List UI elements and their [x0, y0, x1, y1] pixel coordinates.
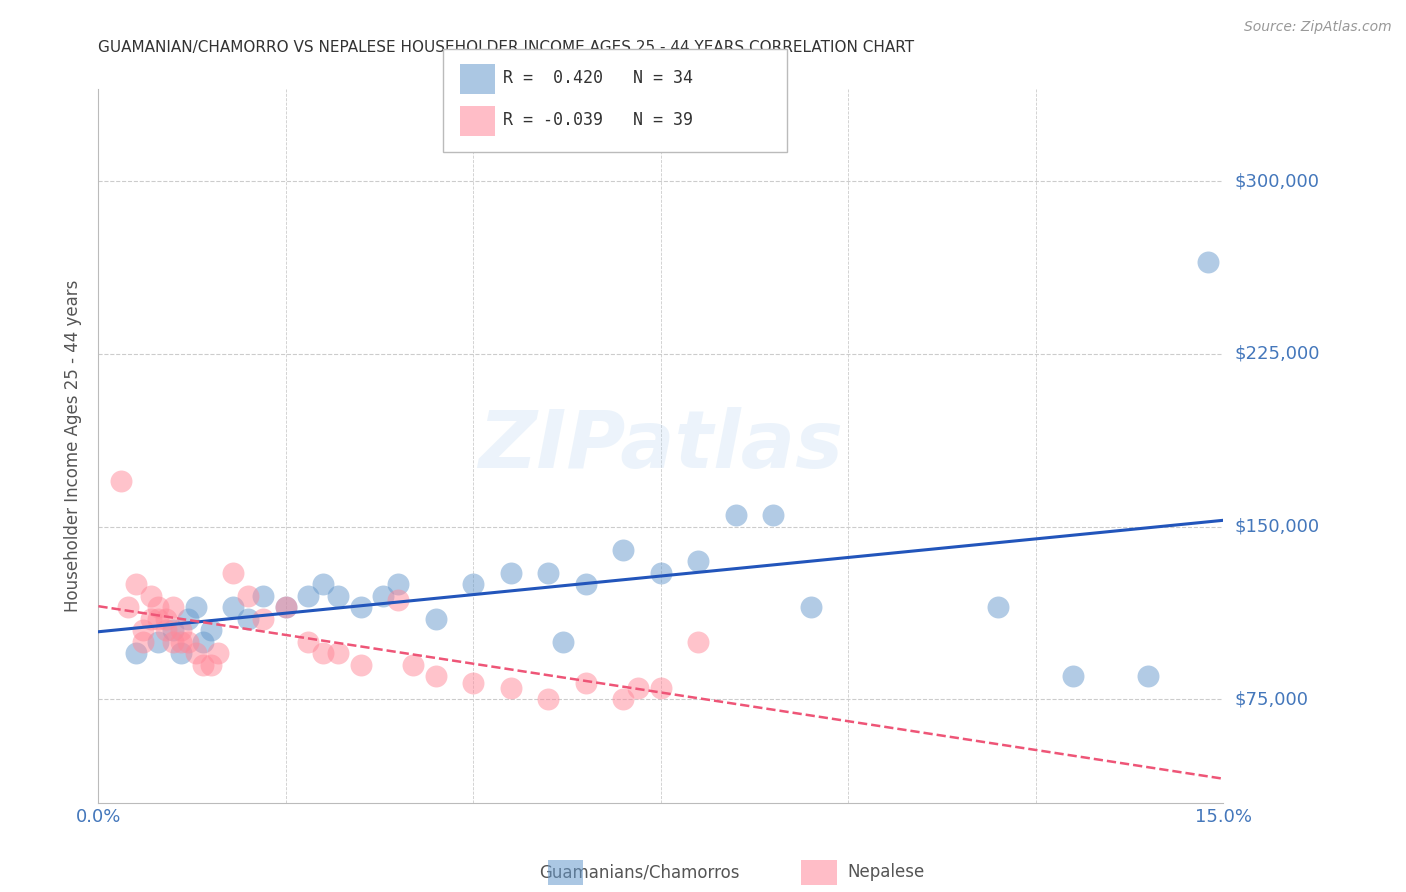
Text: Source: ZipAtlas.com: Source: ZipAtlas.com: [1244, 20, 1392, 34]
Point: [200, 657, 222, 672]
Point: [193, 657, 215, 672]
Point: [1197, 255, 1219, 269]
Point: [170, 646, 193, 660]
Point: [650, 566, 672, 580]
Point: [238, 612, 260, 626]
Text: ZIPatlas: ZIPatlas: [478, 407, 844, 485]
Point: [177, 634, 200, 648]
Point: [1137, 669, 1160, 683]
Point: [499, 566, 522, 580]
Point: [800, 600, 823, 615]
Point: [688, 634, 710, 648]
Point: [627, 681, 650, 695]
Point: [110, 474, 132, 488]
Point: [252, 589, 274, 603]
Point: [155, 612, 177, 626]
Point: [537, 692, 560, 706]
Text: R = -0.039   N = 39: R = -0.039 N = 39: [503, 112, 693, 129]
Point: [350, 600, 373, 615]
Point: [463, 676, 485, 690]
Point: [762, 508, 785, 522]
Point: [387, 593, 409, 607]
Point: [117, 600, 139, 615]
Point: [162, 623, 184, 637]
Point: [148, 612, 170, 626]
Text: $225,000: $225,000: [1234, 345, 1320, 363]
Point: [155, 623, 177, 637]
Point: [177, 612, 200, 626]
Point: [222, 600, 245, 615]
Point: [297, 589, 319, 603]
Point: [184, 600, 207, 615]
Point: [312, 577, 335, 591]
Point: [987, 600, 1010, 615]
Point: [139, 589, 162, 603]
Point: [274, 600, 297, 615]
Point: [207, 646, 229, 660]
Point: [297, 634, 319, 648]
Point: [612, 542, 634, 557]
Point: [328, 589, 350, 603]
Point: [148, 600, 170, 615]
Point: [170, 634, 193, 648]
Point: [193, 634, 215, 648]
Point: [499, 681, 522, 695]
Point: [575, 577, 598, 591]
Point: [148, 634, 170, 648]
Point: [537, 566, 560, 580]
Point: [200, 623, 222, 637]
Point: [688, 554, 710, 568]
Text: R =  0.420   N = 34: R = 0.420 N = 34: [503, 70, 693, 87]
Point: [238, 589, 260, 603]
Point: [402, 657, 425, 672]
Point: [184, 646, 207, 660]
Point: [387, 577, 409, 591]
Point: [222, 566, 245, 580]
Point: [274, 600, 297, 615]
Point: [724, 508, 747, 522]
Text: $150,000: $150,000: [1234, 517, 1319, 535]
Point: [612, 692, 634, 706]
Point: [125, 646, 148, 660]
Point: [350, 657, 373, 672]
Y-axis label: Householder Income Ages 25 - 44 years: Householder Income Ages 25 - 44 years: [65, 280, 83, 612]
Point: [162, 600, 184, 615]
Text: Guamanians/Chamorros: Guamanians/Chamorros: [540, 863, 740, 881]
Point: [463, 577, 485, 591]
Point: [425, 669, 447, 683]
Point: [373, 589, 395, 603]
Point: [139, 612, 162, 626]
Point: [425, 612, 447, 626]
Point: [162, 634, 184, 648]
Point: [328, 646, 350, 660]
Text: $300,000: $300,000: [1234, 172, 1319, 190]
Point: [132, 634, 155, 648]
Text: $75,000: $75,000: [1234, 690, 1309, 708]
Text: GUAMANIAN/CHAMORRO VS NEPALESE HOUSEHOLDER INCOME AGES 25 - 44 YEARS CORRELATION: GUAMANIAN/CHAMORRO VS NEPALESE HOUSEHOLD…: [98, 40, 914, 55]
Point: [1062, 669, 1084, 683]
Point: [553, 634, 575, 648]
Point: [252, 612, 274, 626]
Point: [125, 577, 148, 591]
Point: [132, 623, 155, 637]
Point: [170, 623, 193, 637]
Text: Nepalese: Nepalese: [848, 863, 924, 881]
Point: [575, 676, 598, 690]
Point: [650, 681, 672, 695]
Point: [312, 646, 335, 660]
